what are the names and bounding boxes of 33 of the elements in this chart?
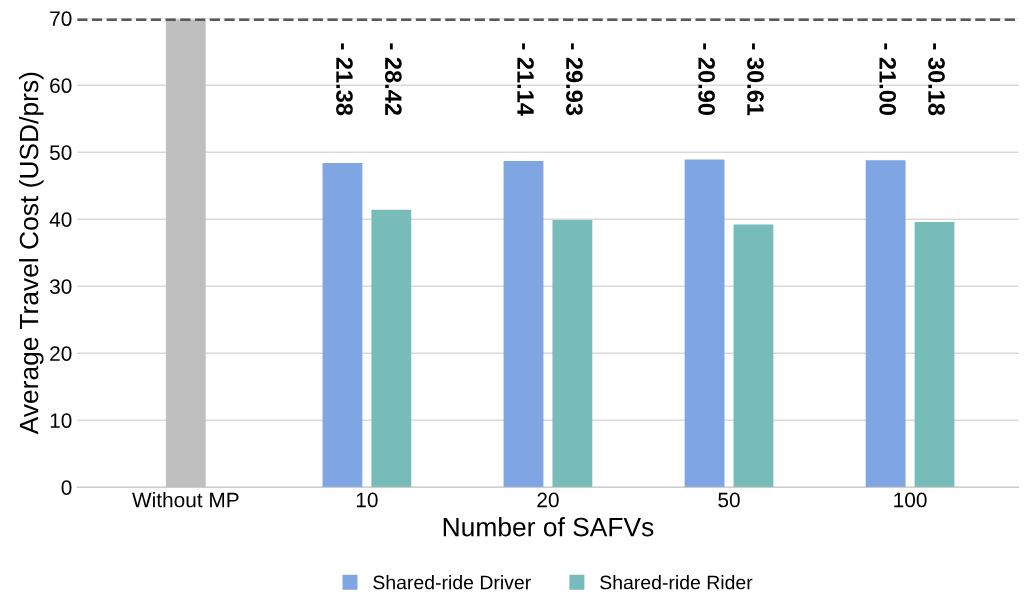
annotation: - 30.18 [928,43,945,116]
x-tick-label: 10 [356,492,378,508]
y-tick-label: 30 [49,279,72,294]
bar [865,160,906,488]
y-tick-label: 20 [50,346,72,361]
x-tick-label: 50 [718,492,740,508]
bar [503,160,544,488]
y-tick-label: 70 [50,11,72,27]
legend-label: Shared-ride Driver [373,575,531,590]
annotation: - 30.61 [747,43,764,116]
bar [371,209,412,488]
x-tick-label: 100 [894,492,927,508]
x-axis-title: Number of SAFVs [443,517,654,537]
y-tick-label: 60 [50,78,72,94]
bar [733,224,774,488]
annotation: - 21.14 [517,43,534,116]
bar [684,159,725,488]
annotation: - 29.93 [566,43,583,116]
legend-label: Shared-ride Rider [600,575,753,590]
annotation: - 21.00 [879,43,897,116]
y-axis-title: Average Travel Cost (USD/prs) [18,72,44,435]
annotation: - 20.90 [698,43,715,116]
x-tick-label: 20 [537,492,559,508]
bar [552,219,593,488]
annotation: - 21.38 [336,43,353,116]
y-tick-label: 10 [50,413,72,428]
x-tick-label: Without MP [132,492,239,508]
y-tick-label: 40 [49,212,72,227]
bar [322,162,363,488]
annotation: - 28.42 [384,43,402,116]
y-tick-label: 50 [49,145,72,160]
bar [914,221,955,488]
y-tick-label: 0 [61,480,72,495]
